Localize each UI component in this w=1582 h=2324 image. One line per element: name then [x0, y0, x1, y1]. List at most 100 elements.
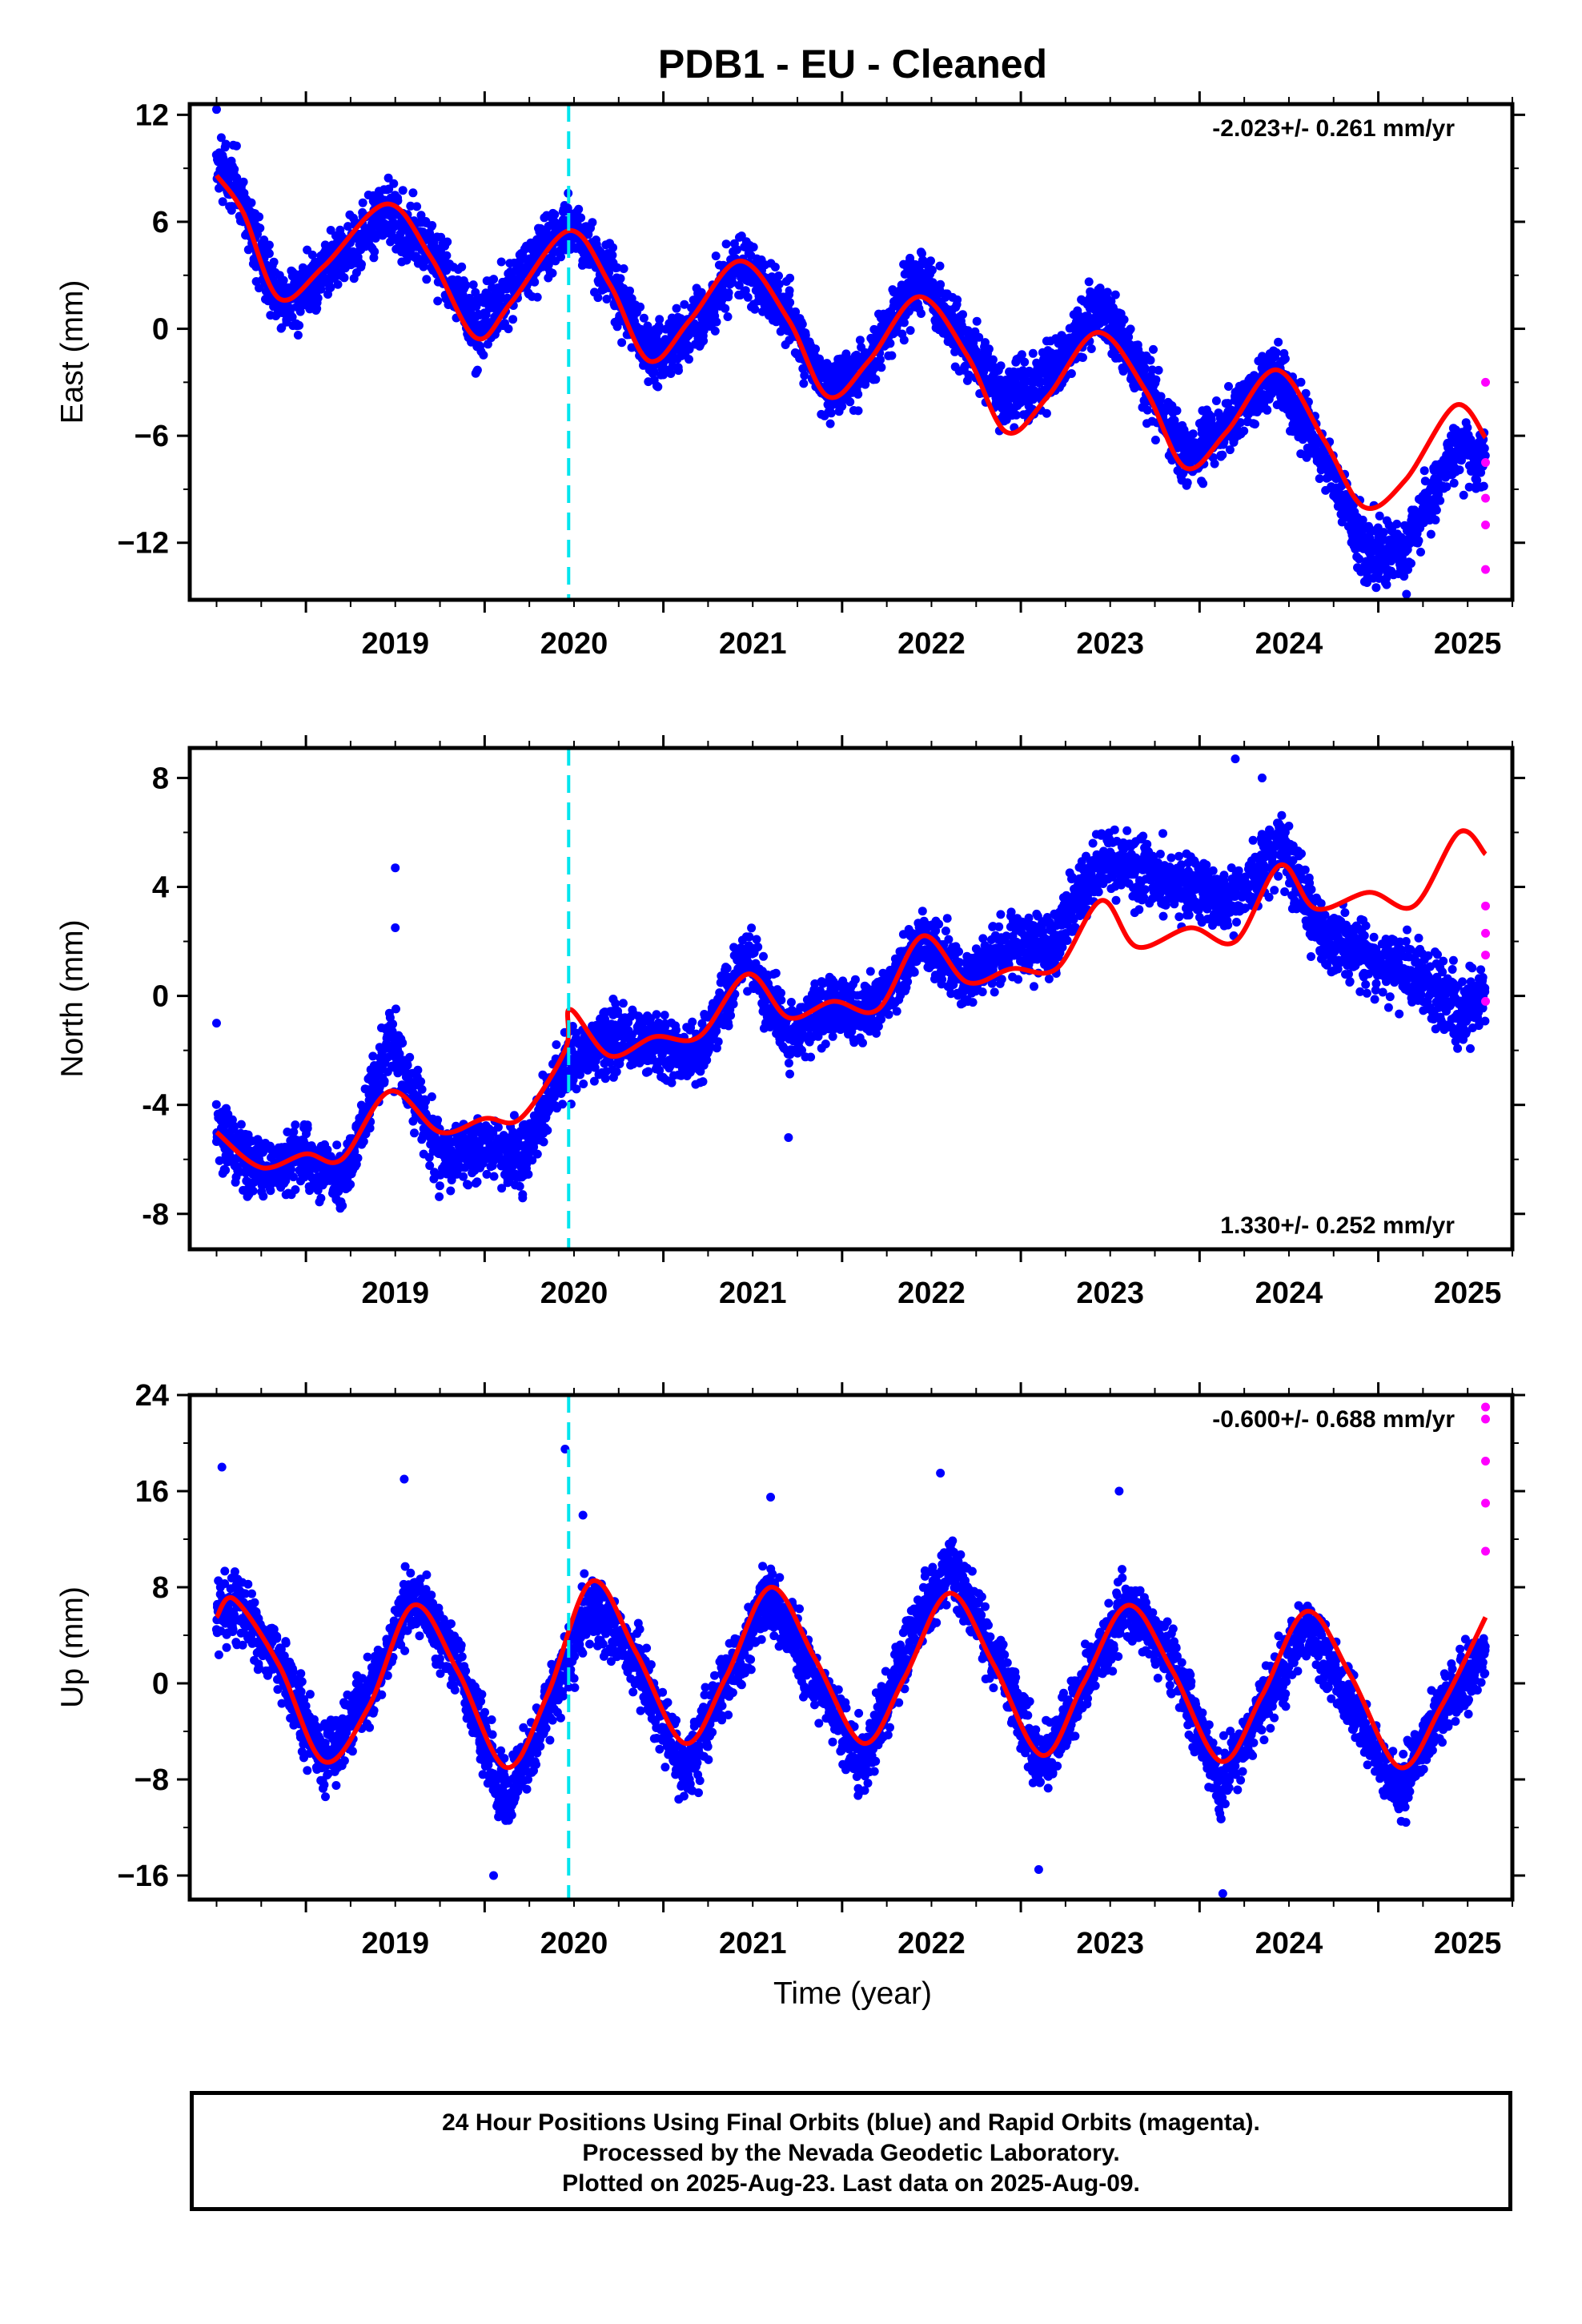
final-orbit-point — [1480, 444, 1489, 453]
rapid-orbit-point — [1481, 493, 1491, 503]
final-orbit-point — [666, 369, 676, 378]
final-orbit-point — [936, 279, 946, 289]
final-orbit-point — [393, 196, 403, 206]
final-orbit-point — [435, 1181, 444, 1191]
final-orbit-point — [1086, 344, 1096, 353]
final-orbit-point — [1407, 559, 1415, 568]
final-orbit-point — [339, 273, 349, 283]
final-orbit-point — [743, 292, 753, 302]
final-orbit-point — [556, 252, 565, 262]
final-orbit-point — [446, 1186, 456, 1196]
y-tick-label: 6 — [152, 206, 169, 239]
final-orbit-point — [1142, 405, 1152, 415]
x-tick-label: 2023 — [1076, 627, 1144, 661]
final-orbit-point — [461, 280, 471, 290]
final-orbit-point — [1182, 478, 1192, 488]
final-orbit-point — [1199, 479, 1208, 489]
final-orbit-point — [1442, 482, 1452, 492]
final-orbit-point — [1431, 505, 1441, 515]
final-orbit-point — [841, 349, 851, 359]
final-orbit-point — [1118, 327, 1127, 336]
final-orbit-point — [544, 260, 553, 270]
final-orbit-point — [1102, 287, 1112, 297]
final-orbit-point — [1464, 482, 1474, 492]
y-tick-label: 12 — [135, 99, 169, 132]
final-orbit-point — [885, 339, 895, 348]
final-orbit-point — [1119, 315, 1129, 324]
x-tick-label: 2019 — [361, 627, 429, 661]
final-orbit-point — [653, 382, 663, 392]
final-orbit-point — [326, 283, 335, 292]
final-orbit-point — [1149, 344, 1158, 354]
final-orbit-point — [410, 1128, 419, 1138]
final-orbit-point — [1126, 324, 1135, 334]
final-orbit-point — [413, 1065, 423, 1075]
final-orbit-point — [1479, 481, 1488, 491]
final-orbit-point — [981, 338, 990, 348]
final-orbit-point — [871, 375, 881, 384]
final-orbit-point — [785, 273, 795, 283]
plot-area — [211, 104, 1491, 600]
final-orbit-point — [799, 379, 809, 388]
final-orbit-point — [1416, 547, 1425, 557]
final-orbit-point — [616, 274, 625, 283]
velocity-rate-label: -2.023+/- 0.261 mm/yr — [1212, 115, 1455, 142]
final-orbit-point — [1172, 406, 1182, 416]
final-orbit-point — [853, 406, 863, 416]
final-orbit-point — [504, 324, 513, 334]
final-orbit-point — [935, 261, 945, 271]
final-orbit-point — [289, 1128, 299, 1136]
final-orbit-point — [460, 1163, 470, 1172]
final-orbit-point — [291, 1185, 300, 1194]
final-orbit-point — [218, 197, 227, 207]
final-orbit-point — [1239, 426, 1249, 436]
final-orbit-point — [312, 304, 322, 313]
final-orbit-point — [383, 1052, 392, 1062]
final-orbit-point — [1154, 365, 1163, 375]
final-orbit-point — [710, 326, 720, 336]
final-orbit-point — [293, 331, 303, 340]
final-orbit-point — [899, 318, 909, 328]
final-orbit-point — [307, 250, 317, 259]
final-orbit-point — [211, 1100, 221, 1109]
final-orbit-point — [1426, 529, 1435, 539]
final-orbit-point — [333, 279, 343, 289]
final-orbit-point — [721, 239, 731, 249]
final-orbit-point — [211, 105, 221, 115]
y-axis-label: East (mm) — [55, 280, 90, 424]
final-orbit-point — [417, 1084, 427, 1094]
final-orbit-point — [395, 1049, 404, 1059]
final-orbit-point — [984, 344, 994, 354]
final-orbit-point — [1251, 420, 1259, 429]
final-orbit-point — [1431, 515, 1440, 525]
final-orbit-point — [255, 212, 264, 222]
final-orbit-point — [825, 419, 835, 428]
final-orbit-point — [221, 1165, 231, 1175]
final-orbit-point — [926, 256, 935, 266]
final-orbit-point — [391, 1004, 400, 1014]
final-orbit-point — [425, 230, 435, 239]
final-orbit-point — [412, 202, 422, 211]
x-tick-label: 2022 — [897, 627, 966, 661]
final-orbit-point — [619, 264, 628, 273]
final-orbit-point — [427, 1092, 436, 1101]
final-orbit-point — [416, 211, 426, 220]
final-orbit-point — [887, 351, 897, 360]
final-orbit-point — [221, 139, 231, 149]
final-orbit-point — [588, 218, 597, 227]
final-orbit-point — [1211, 396, 1221, 405]
y-tick-label: −6 — [135, 420, 169, 453]
final-orbit-point — [1355, 554, 1364, 564]
final-orbit-point — [724, 288, 733, 298]
final-orbit-point — [855, 336, 865, 345]
final-orbit-point — [1066, 369, 1076, 378]
final-orbit-point — [368, 1051, 378, 1061]
final-orbit-point — [370, 247, 379, 256]
final-orbit-point — [398, 186, 408, 195]
final-orbit-point — [1382, 580, 1391, 589]
final-orbit-point — [459, 1172, 468, 1181]
final-orbit-point — [721, 304, 730, 313]
final-orbit-point — [1012, 410, 1021, 420]
final-orbit-point — [1280, 354, 1290, 364]
final-orbit-point — [733, 245, 741, 255]
